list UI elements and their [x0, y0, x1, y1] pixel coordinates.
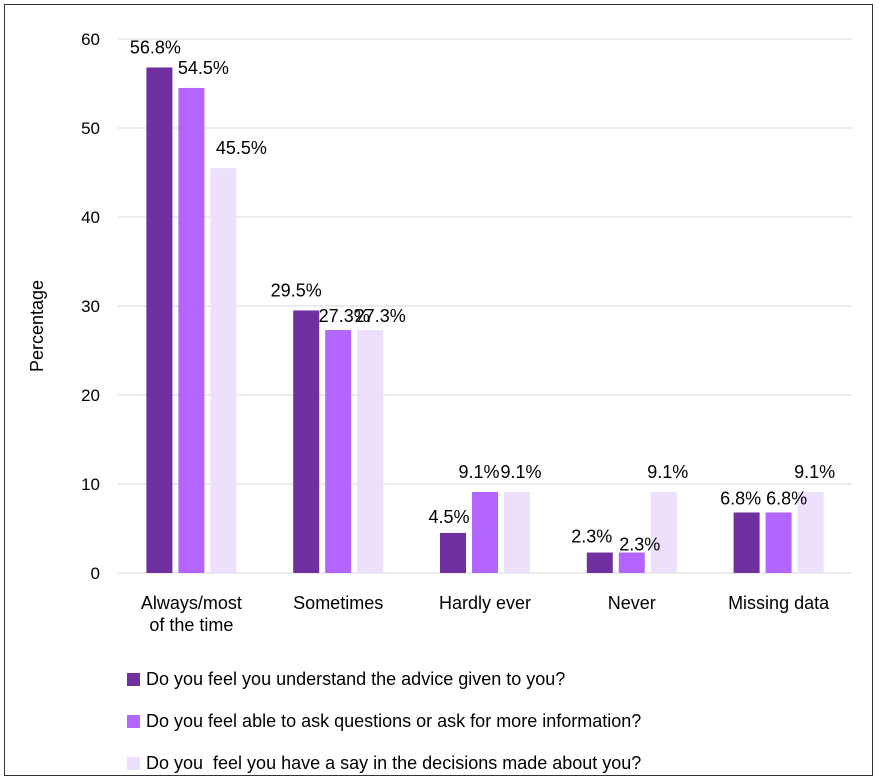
legend-label: Do you feel you have a say in the decisi…	[146, 752, 642, 773]
bar	[765, 512, 792, 573]
legend-item: Do you feel you have a say in the decisi…	[127, 742, 641, 784]
y-tick-label: 30	[81, 297, 100, 316]
data-label: 27.3%	[319, 306, 370, 326]
category-label: Sometimes	[293, 593, 383, 613]
bar	[733, 512, 760, 573]
bar-chart: 0 10 20 30 40 50 60 Percentage 56.8%54.5% 45.5%…	[27, 30, 852, 635]
legend-swatch	[127, 714, 140, 728]
bar	[293, 310, 320, 573]
bar	[586, 552, 613, 573]
data-label: 54.5%	[178, 58, 229, 78]
category-label: Always/most of the time	[141, 593, 242, 635]
data-label: 56.8%	[130, 37, 181, 57]
y-tick-label: 20	[81, 386, 100, 405]
data-label: 6.8%	[766, 488, 807, 508]
data-label: 6.8%	[720, 488, 761, 508]
legend-swatch	[127, 756, 140, 770]
data-label: 9.1%	[647, 462, 688, 482]
category-label: Missing data	[728, 593, 830, 613]
category-label: Never	[608, 593, 656, 613]
gridlines	[118, 38, 852, 574]
bar	[504, 492, 530, 573]
y-tick-label: 0	[91, 564, 100, 583]
bar	[325, 330, 352, 573]
y-axis-ticks: 0 10 20 30 40 50 60	[81, 30, 100, 583]
legend-label: Do you feel you understand the advice gi…	[146, 668, 566, 689]
y-tick-label: 10	[81, 475, 100, 494]
bar	[440, 532, 466, 573]
data-label: 45.5%	[216, 138, 267, 158]
data-label: 29.5%	[271, 280, 322, 300]
bar	[650, 492, 677, 573]
bar	[618, 552, 645, 573]
data-label: 27.3%	[355, 306, 406, 326]
data-label: 4.5%	[428, 507, 469, 527]
legend-label: Do you feel able to ask questions or ask…	[146, 710, 642, 731]
data-labels: 56.8%54.5%45.5%29.5%27.3%27.3%4.5%9.1% 9.…	[130, 37, 835, 554]
y-tick-label: 40	[81, 208, 100, 227]
data-label: 9.1%	[458, 462, 499, 482]
legend-swatch	[127, 672, 140, 686]
category-label: Hardly ever	[439, 593, 531, 613]
bar	[178, 87, 205, 573]
data-label: 9.1%	[500, 462, 541, 482]
bar	[146, 67, 173, 573]
bars	[146, 67, 824, 574]
data-label: 2.3%	[619, 535, 660, 555]
y-tick-label: 60	[81, 30, 100, 49]
data-label: 9.1%	[794, 462, 835, 482]
y-tick-label: 50	[81, 119, 100, 138]
data-label: 2.3%	[571, 527, 612, 547]
legend-item: Do you feel able to ask questions or ask…	[127, 700, 641, 742]
bar	[210, 168, 237, 574]
bar	[472, 492, 498, 573]
category-labels: Always/most of the time Sometimes Hardly ev…	[141, 593, 830, 635]
y-axis-label: Percentage	[27, 280, 47, 372]
legend: Do you feel you understand the advice gi…	[127, 658, 641, 784]
bar	[357, 330, 384, 573]
bar	[797, 492, 824, 573]
legend-item: Do you feel you understand the advice gi…	[127, 658, 641, 700]
